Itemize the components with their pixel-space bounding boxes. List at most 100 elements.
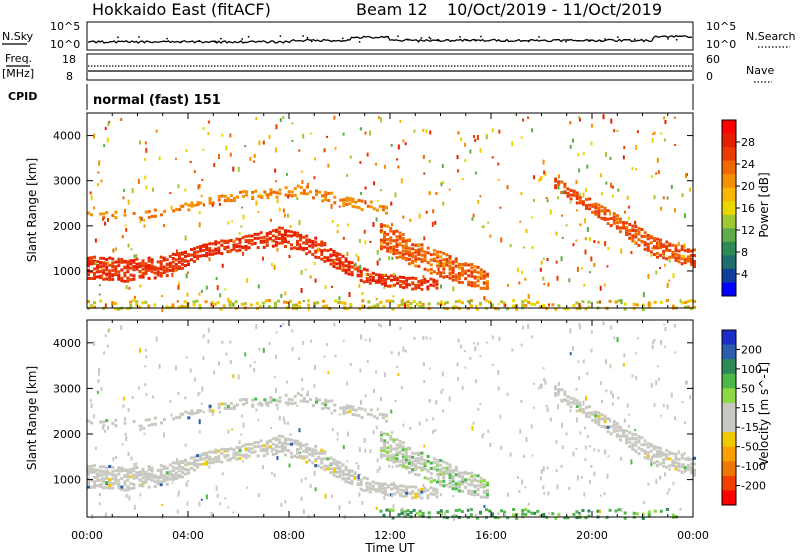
velocity-cell [429, 480, 433, 484]
power-speck [176, 300, 179, 303]
power-cell [485, 272, 489, 276]
velocity-cell [451, 475, 455, 479]
power-cell [315, 189, 319, 193]
power-speck [203, 203, 206, 207]
velocity-cell [147, 468, 151, 472]
power-cell [693, 254, 696, 258]
power-cell [314, 255, 318, 259]
power-cell [689, 257, 693, 261]
power-cell [229, 199, 233, 203]
power-cell [575, 197, 579, 201]
power-cell [229, 194, 233, 198]
velocity-cell [485, 483, 489, 487]
power-cell [190, 258, 194, 262]
power-cell [445, 253, 449, 257]
velocity-cell [631, 444, 635, 448]
power-cell [442, 275, 446, 279]
power-cell [686, 248, 690, 252]
velocity-speck [409, 426, 412, 430]
power-cell [631, 236, 635, 240]
velocity-cell [641, 516, 645, 520]
velocity-cell [278, 396, 282, 400]
power-speck [130, 248, 133, 251]
power-cell [436, 253, 440, 257]
velocity-cell [475, 516, 479, 520]
velocity-cell [287, 401, 291, 405]
power-cell [290, 230, 294, 234]
velocity-cell [404, 453, 408, 457]
velocity-cell [460, 477, 464, 481]
velocity-cell [457, 475, 461, 479]
velocity-cell [479, 476, 483, 480]
velocity-cell [163, 417, 167, 421]
power-speck [664, 120, 667, 125]
power-cell [162, 258, 166, 262]
velocity-speck [672, 481, 675, 485]
velocity-cell [560, 388, 564, 392]
velocity-cell [680, 456, 684, 460]
power-cell [138, 269, 142, 273]
noise-panel: N.Sky 10^5 10^0 10^5 10^0 N.Search [2, 20, 796, 51]
velocity-cell [414, 459, 418, 463]
power-speck [261, 256, 264, 261]
power-cell [320, 257, 324, 261]
velocity-speck [413, 336, 416, 340]
power-speck [229, 133, 232, 138]
y-tick-label: 3000 [53, 175, 81, 188]
power-cell [662, 243, 666, 247]
power-speck [423, 236, 426, 241]
velocity-cell [321, 402, 325, 406]
velocity-cell [389, 444, 393, 448]
power-cell [479, 276, 483, 280]
velocity-cell [348, 404, 352, 408]
power-cell [321, 199, 325, 203]
velocity-cell [132, 476, 136, 480]
power-speck [472, 213, 475, 218]
velocity-cell [467, 472, 471, 476]
velocity-cell [591, 412, 595, 416]
velocity-speck [636, 337, 639, 340]
velocity-cell [286, 449, 290, 453]
velocity-cell [442, 484, 446, 488]
power-speck [253, 160, 256, 163]
velocity-cell [366, 412, 370, 416]
velocity-cell [677, 462, 681, 466]
velocity-colorbar-label: Velocity [m s^-1] [757, 362, 771, 466]
velocity-cell [622, 429, 626, 433]
velocity-cell [683, 466, 687, 470]
velocity-cell [369, 408, 373, 412]
velocity-speck [582, 359, 585, 364]
velocity-cell [120, 477, 124, 481]
power-cell [202, 254, 206, 258]
velocity-cell [411, 460, 415, 464]
velocity-cell [126, 468, 130, 472]
velocity-cell [87, 477, 90, 481]
power-cell [165, 305, 169, 309]
velocity-speck [275, 331, 278, 334]
power-speck [338, 205, 341, 208]
velocity-cell [386, 450, 390, 454]
velocity-cell [156, 479, 160, 483]
power-cell [485, 284, 489, 288]
velocity-cell [342, 406, 346, 410]
power-cell [432, 280, 436, 284]
velocity-cell [277, 441, 281, 445]
power-cell [680, 301, 684, 305]
velocity-cell [377, 484, 381, 488]
colorbar-swatch [722, 201, 736, 216]
power-speck [285, 172, 288, 176]
velocity-cell [500, 509, 504, 513]
x-tick-label: 08:00 [273, 529, 305, 542]
velocity-cell [342, 409, 346, 413]
power-cell [99, 299, 103, 303]
velocity-cell [470, 474, 474, 478]
power-cell [500, 300, 504, 304]
velocity-cell [296, 448, 300, 452]
power-cell [384, 205, 388, 209]
velocity-cell [220, 452, 224, 456]
power-speck [364, 200, 367, 205]
velocity-speck [601, 399, 604, 403]
power-cell [114, 260, 118, 264]
velocity-cell [365, 477, 369, 481]
